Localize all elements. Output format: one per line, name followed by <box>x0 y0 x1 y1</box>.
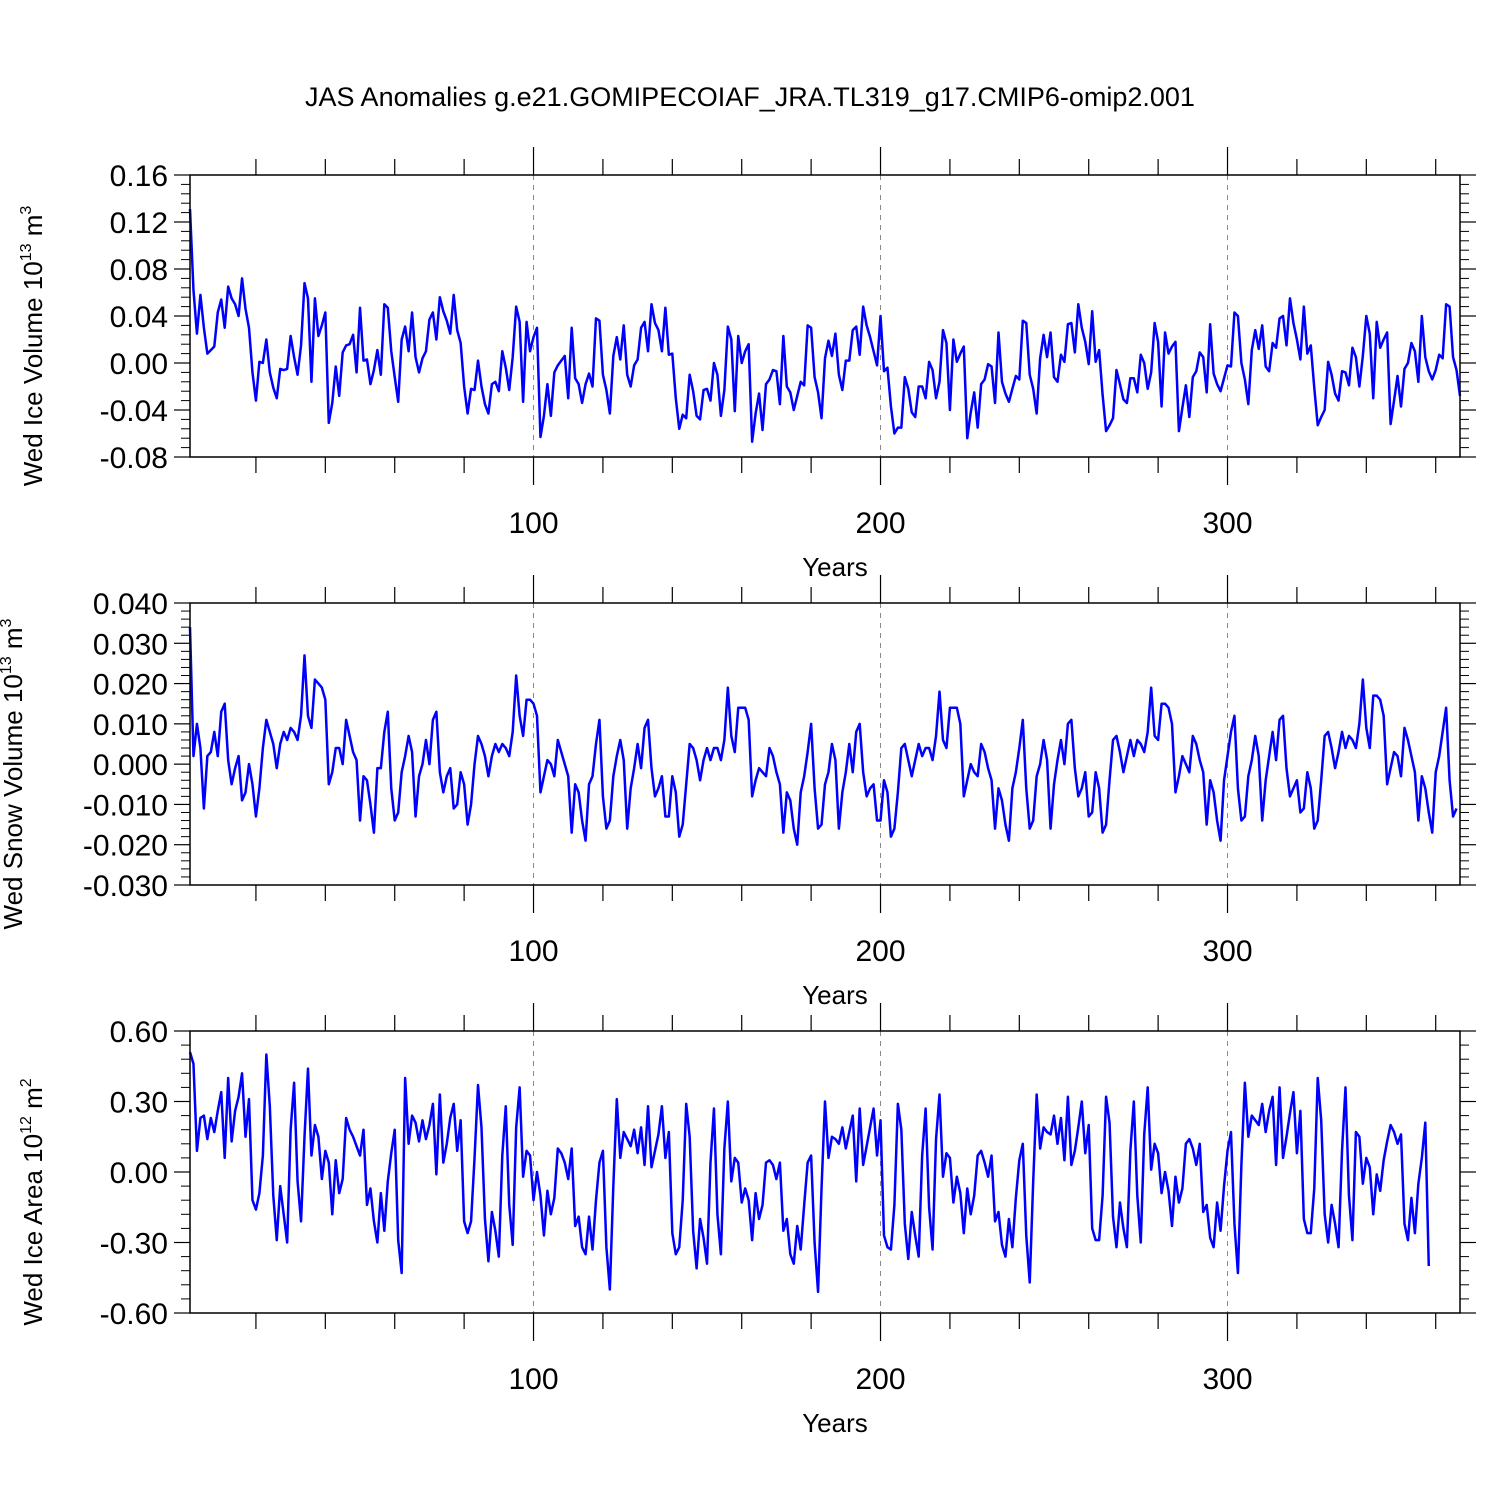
y-tick-label: 0.12 <box>110 207 168 240</box>
plot-frame <box>189 1030 1461 1314</box>
y-axis-label-superscript: 2 <box>18 1078 35 1087</box>
y-axis-label-superscript: 12 <box>18 1116 35 1134</box>
y-tick-label: -0.04 <box>100 395 168 428</box>
panel-snow-volume: -0.030 -0.020 -0.010 0.000 0.010 0.020 0.030 0.… <box>0 575 1476 1010</box>
y-tick-label: 0.30 <box>110 1087 168 1120</box>
y-tick-label: -0.030 <box>83 870 168 903</box>
y-tick-label: -0.020 <box>83 830 168 863</box>
y-axis-label: Wed Snow Volume 1013 m3 <box>0 618 28 929</box>
y-tick-label: 0.040 <box>93 588 168 621</box>
plot-frame <box>189 602 1461 886</box>
y-axis-label-superscript: 13 <box>18 243 35 261</box>
y-axis-label-superscript: 3 <box>0 618 15 627</box>
y-axis-label-superscript: 3 <box>18 206 35 215</box>
x-axis-label: Years <box>802 552 868 582</box>
y-tick-label: 0.000 <box>93 749 168 782</box>
x-tick-label: 300 <box>1202 1363 1252 1396</box>
plot-frame <box>189 174 1461 458</box>
y-tick-label: -0.08 <box>100 442 168 475</box>
y-axis-label-text: Wed Ice Area 10 <box>18 1134 48 1326</box>
panel-ice-volume: -0.08 -0.04 0.00 0.04 0.08 0.12 0.16 100 200 300 Y… <box>18 147 1476 582</box>
y-tick-label: 0.020 <box>93 669 168 702</box>
x-tick-label: 200 <box>855 1363 905 1396</box>
series-line-snow-volume <box>188 627 1458 846</box>
y-tick-label: 0.030 <box>93 628 168 661</box>
panel-ice-area: -0.60 -0.30 0.00 0.30 0.60 100 200 300 Years Wed … <box>18 1003 1476 1438</box>
x-tick-label: 200 <box>855 935 905 968</box>
x-axis-label: Years <box>802 980 868 1010</box>
y-tick-label: 0.60 <box>110 1016 168 1049</box>
y-axis-label: Wed Ice Volume 1013 m3 <box>18 206 48 487</box>
y-tick-label: 0.08 <box>110 254 168 287</box>
y-tick-label: -0.60 <box>100 1298 168 1331</box>
x-axis-label: Years <box>802 1408 868 1438</box>
chart-title: JAS Anomalies g.e21.GOMIPECOIAF_JRA.TL31… <box>305 82 1195 112</box>
y-tick-label: 0.010 <box>93 709 168 742</box>
series-line-ice-volume <box>188 209 1462 443</box>
x-tick-label: 100 <box>508 1363 558 1396</box>
y-tick-label: 0.16 <box>110 160 168 193</box>
x-tick-label: 300 <box>1202 935 1252 968</box>
y-tick-label: -0.010 <box>83 789 168 822</box>
y-axis-label-text: m <box>0 627 28 656</box>
x-tick-label: 300 <box>1202 507 1252 540</box>
x-tick-label: 100 <box>508 507 558 540</box>
series-line-ice-area <box>188 1051 1431 1294</box>
x-tick-label: 100 <box>508 935 558 968</box>
y-tick-label: 0.00 <box>110 1157 168 1190</box>
y-tick-label: 0.00 <box>110 348 168 381</box>
y-tick-label: -0.30 <box>100 1228 168 1261</box>
y-axis-label-text: Wed Snow Volume 10 <box>0 674 28 929</box>
y-axis-label-superscript: 13 <box>0 656 15 674</box>
y-axis-label-text: m <box>18 215 48 244</box>
y-tick-label: 0.04 <box>110 301 168 334</box>
x-tick-label: 200 <box>855 507 905 540</box>
y-axis-label-text: m <box>18 1087 48 1116</box>
y-axis-label: Wed Ice Area 1012 m2 <box>18 1078 48 1325</box>
y-axis-label-text: Wed Ice Volume 10 <box>18 261 48 486</box>
